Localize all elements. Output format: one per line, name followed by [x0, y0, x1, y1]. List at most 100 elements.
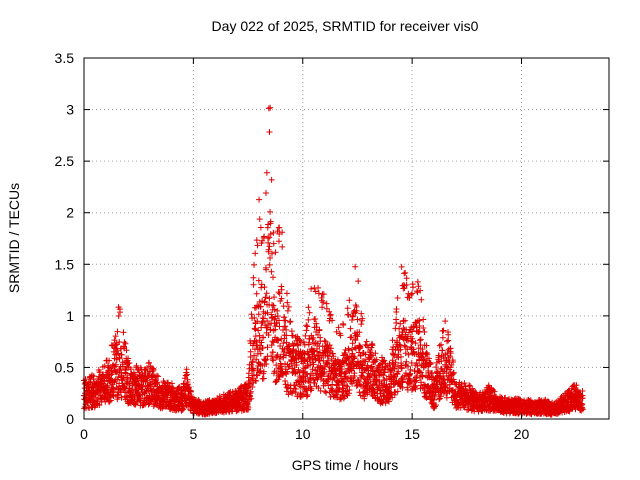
- data-point: [106, 398, 113, 405]
- data-point: [349, 312, 356, 319]
- data-point: [118, 394, 125, 401]
- y-tick-label: 3: [66, 102, 74, 118]
- data-point: [118, 351, 125, 358]
- data-point: [265, 239, 272, 246]
- y-tick-label: 1.5: [55, 256, 75, 272]
- data-point: [289, 332, 296, 339]
- data-point: [117, 309, 124, 316]
- data-point: [250, 261, 257, 268]
- data-point: [323, 300, 330, 307]
- data-point: [138, 382, 145, 389]
- data-point: [270, 240, 277, 247]
- data-point: [439, 334, 446, 341]
- y-tick-label: 3.5: [55, 50, 75, 66]
- data-point: [258, 281, 265, 288]
- data-point: [346, 297, 353, 304]
- data-point: [344, 305, 351, 312]
- data-point: [302, 332, 309, 339]
- data-point: [170, 385, 177, 392]
- data-point: [110, 348, 117, 355]
- chart-title: Day 022 of 2025, SRMTID for receiver vis…: [212, 18, 479, 34]
- data-point: [352, 263, 359, 270]
- data-point: [316, 327, 323, 334]
- data-point: [123, 347, 130, 354]
- data-point: [115, 350, 122, 357]
- data-point: [306, 309, 313, 316]
- data-point: [355, 278, 362, 285]
- data-point: [256, 196, 263, 203]
- data-point: [263, 169, 270, 176]
- data-point: [319, 304, 326, 311]
- x-tick-label: 15: [404, 426, 420, 442]
- data-point: [124, 374, 131, 381]
- data-point: [117, 367, 124, 374]
- data-point: [312, 316, 319, 323]
- data-point: [106, 357, 113, 364]
- data-point: [349, 317, 356, 324]
- data-point: [122, 340, 129, 347]
- data-point: [303, 322, 310, 329]
- data-point: [272, 249, 279, 256]
- data-point: [275, 238, 282, 245]
- data-point: [252, 333, 259, 340]
- x-tick-label: 5: [189, 426, 197, 442]
- data-point: [252, 326, 259, 333]
- data-point: [112, 342, 119, 349]
- data-point: [358, 321, 365, 328]
- data-point: [260, 375, 267, 382]
- data-point: [281, 314, 288, 321]
- data-point: [112, 361, 119, 368]
- data-point: [393, 305, 400, 312]
- data-point: [286, 319, 293, 326]
- data-point: [279, 243, 286, 250]
- data-point: [266, 243, 273, 250]
- data-point: [445, 337, 452, 344]
- data-point: [99, 372, 106, 379]
- data-point: [267, 208, 274, 215]
- data-point: [445, 331, 452, 338]
- data-point: [126, 359, 133, 366]
- data-point: [110, 388, 117, 395]
- data-points: [81, 104, 586, 418]
- data-point: [146, 359, 153, 366]
- data-point: [149, 368, 156, 375]
- data-point: [396, 325, 403, 332]
- data-point: [253, 290, 260, 297]
- data-point: [358, 310, 365, 317]
- data-point: [187, 388, 194, 395]
- data-point: [250, 274, 257, 281]
- data-point: [421, 328, 428, 335]
- data-point: [263, 190, 270, 197]
- data-point: [261, 284, 268, 291]
- data-point: [181, 375, 188, 382]
- data-point: [96, 402, 103, 409]
- data-point: [180, 391, 187, 398]
- y-tick-label: 0.5: [55, 359, 75, 375]
- data-point: [262, 294, 269, 301]
- data-point: [418, 296, 425, 303]
- data-point: [401, 342, 408, 349]
- data-point: [139, 383, 146, 390]
- data-point: [90, 373, 97, 380]
- data-point: [416, 337, 423, 344]
- data-point: [265, 105, 272, 112]
- data-point: [183, 366, 190, 373]
- data-point: [285, 303, 292, 310]
- data-point: [318, 297, 325, 304]
- x-axis-label: GPS time / hours: [292, 457, 399, 473]
- data-point: [179, 406, 186, 413]
- data-point: [444, 338, 451, 345]
- data-point: [287, 318, 294, 325]
- data-point: [121, 339, 128, 346]
- data-point: [257, 350, 264, 357]
- data-point: [155, 373, 162, 380]
- data-point: [266, 295, 273, 302]
- data-point: [142, 366, 149, 373]
- data-point: [133, 362, 140, 369]
- y-tick-label: 2.5: [55, 153, 75, 169]
- data-point: [417, 336, 424, 343]
- data-point: [283, 388, 290, 395]
- data-point: [268, 268, 275, 275]
- data-point: [303, 327, 310, 334]
- data-point: [423, 349, 430, 356]
